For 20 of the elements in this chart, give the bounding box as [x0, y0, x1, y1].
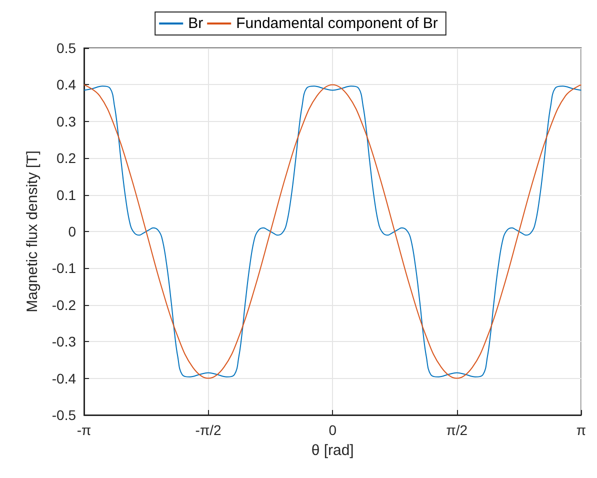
y-tick-label: 0.1 — [56, 186, 76, 203]
y-tick-label: -0.5 — [52, 407, 76, 423]
legend-label: Fundamental component of Br — [236, 15, 438, 32]
x-tick-label: -π/2 — [195, 422, 222, 438]
x-tick-label: π — [576, 422, 586, 438]
y-tick-label: 0.2 — [56, 150, 76, 166]
y-tick-label: -0.1 — [52, 260, 76, 276]
y-tick-label: 0.5 — [56, 40, 76, 56]
y-tick-label: 0.3 — [56, 113, 76, 130]
y-tick-label: -0.2 — [52, 296, 76, 313]
y-tick-label: -0.3 — [52, 334, 76, 350]
x-tick-label: 0 — [328, 422, 337, 438]
x-tick-label: π/2 — [446, 422, 468, 438]
y-tick-label: 0 — [68, 224, 76, 240]
x-axis-title: θ [rad] — [311, 442, 354, 459]
y-axis-title: Magnetic flux density [T] — [24, 150, 41, 312]
y-tick-label: -0.4 — [52, 370, 76, 386]
legend-label: Br — [188, 15, 204, 32]
y-tick-label: 0.4 — [56, 76, 76, 93]
x-tick-label: -π — [76, 422, 92, 438]
